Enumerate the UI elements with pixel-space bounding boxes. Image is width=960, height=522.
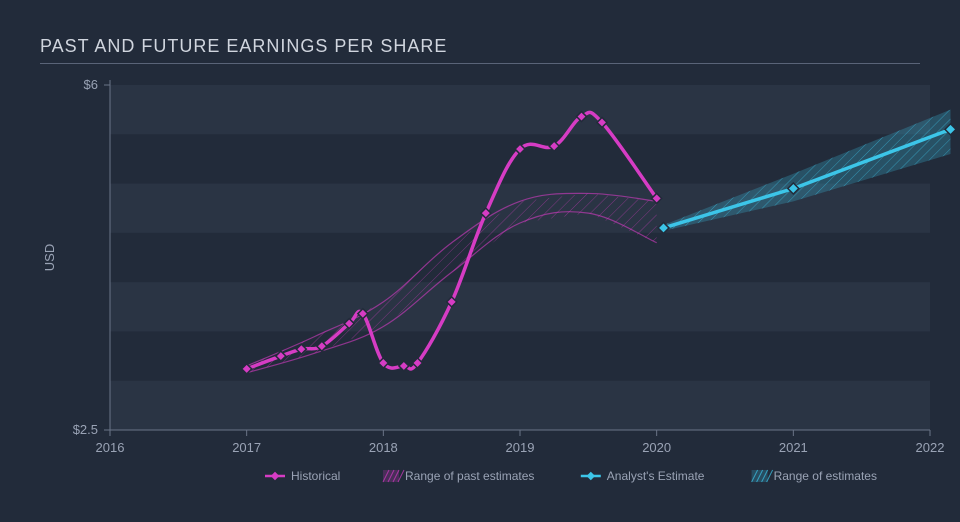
legend-label: Range of past estimates <box>405 469 534 483</box>
x-tick-label: 2019 <box>506 440 535 455</box>
y-tick-label: $2.5 <box>73 422 98 437</box>
chart-svg: $2.5 $6 USD 2016 2017 2018 2019 2020 2021 2022 His… <box>0 0 960 522</box>
legend-label: Historical <box>291 469 340 483</box>
historical-marker <box>399 361 409 371</box>
x-tick-label: 2017 <box>232 440 261 455</box>
y-axis-label: USD <box>42 244 57 271</box>
legend-label: Analyst's Estimate <box>607 469 705 483</box>
x-tick-label: 2016 <box>96 440 125 455</box>
legend-label: Range of estimates <box>774 469 877 483</box>
grid-band <box>110 282 930 331</box>
x-tick-label: 2022 <box>916 440 945 455</box>
x-tick-label: 2018 <box>369 440 398 455</box>
y-tick-label: $6 <box>84 77 98 92</box>
grid-band <box>110 85 930 134</box>
x-tick-label: 2020 <box>642 440 671 455</box>
x-tick-label: 2021 <box>779 440 808 455</box>
grid-band <box>110 381 930 430</box>
